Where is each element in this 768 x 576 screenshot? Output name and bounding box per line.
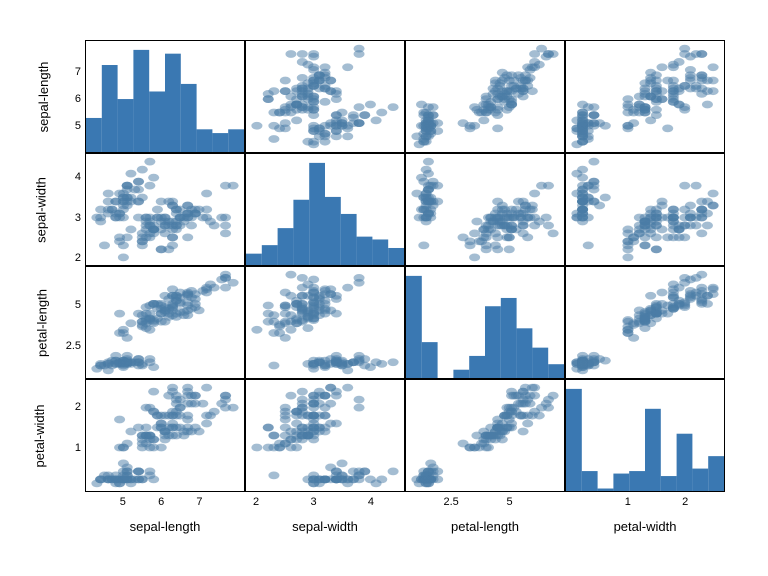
histogram-cell bbox=[405, 266, 565, 379]
x-tick-label: 7 bbox=[196, 496, 202, 508]
x-tick-label: 5 bbox=[506, 496, 512, 508]
scatter-cell bbox=[405, 379, 565, 492]
y-label-group: sepal-length 5 6 7 bbox=[0, 40, 85, 153]
histogram-cell bbox=[565, 379, 725, 492]
x-label-group: 2 3 4 sepal-width bbox=[245, 492, 405, 552]
x-label-group: 1 2 petal-width bbox=[565, 492, 725, 552]
x-tick-label: 2 bbox=[253, 496, 259, 508]
x-tick-label: 5 bbox=[120, 496, 126, 508]
x-tick-label: 2.5 bbox=[443, 496, 458, 508]
scatter-cell bbox=[245, 379, 405, 492]
x-axis-name: sepal-length bbox=[130, 519, 201, 534]
y-tick-label: 7 bbox=[75, 66, 81, 78]
x-tick-label: 6 bbox=[158, 496, 164, 508]
y-axis-name: petal-length bbox=[34, 289, 49, 357]
y-label-group: petal-length 2.5 5 bbox=[0, 266, 85, 379]
y-tick-label: 6 bbox=[75, 93, 81, 105]
x-tick-label: 4 bbox=[368, 496, 374, 508]
y-label-group: petal-width 1 2 bbox=[0, 379, 85, 492]
y-tick-label: 4 bbox=[75, 171, 81, 183]
y-tick-label: 2.5 bbox=[66, 340, 81, 352]
x-tick-label: 3 bbox=[310, 496, 316, 508]
y-axis-labels: sepal-length 5 6 7 sepal-width 2 3 4 petal-lengt… bbox=[0, 40, 85, 492]
scatter-cell bbox=[85, 379, 245, 492]
y-tick-label: 3 bbox=[75, 212, 81, 224]
scatter-cell bbox=[85, 153, 245, 266]
scatter-cell bbox=[85, 266, 245, 379]
y-tick-label: 2 bbox=[75, 401, 81, 413]
y-tick-label: 5 bbox=[75, 299, 81, 311]
scatter-cell bbox=[565, 153, 725, 266]
y-label-group: sepal-width 2 3 4 bbox=[0, 153, 85, 266]
x-tick-label: 1 bbox=[625, 496, 631, 508]
y-axis-name: petal-width bbox=[32, 404, 47, 467]
scatter-cell bbox=[565, 266, 725, 379]
scatter-cell bbox=[405, 153, 565, 266]
histogram-cell bbox=[245, 153, 405, 266]
x-axis-name: petal-width bbox=[614, 519, 677, 534]
plot-grid bbox=[85, 40, 725, 492]
y-tick-label: 2 bbox=[75, 252, 81, 264]
x-label-group: 2.5 5 petal-length bbox=[405, 492, 565, 552]
y-tick-label: 1 bbox=[75, 442, 81, 454]
scatter-matrix bbox=[85, 40, 725, 492]
scatter-cell bbox=[245, 40, 405, 153]
x-axis-name: petal-length bbox=[451, 519, 519, 534]
x-tick-label: 2 bbox=[682, 496, 688, 508]
x-axis-labels: 5 6 7 sepal-length 2 3 4 sepal-width 2.5 5 petal-l… bbox=[85, 492, 725, 552]
y-tick-label: 5 bbox=[75, 120, 81, 132]
histogram-cell bbox=[85, 40, 245, 153]
y-axis-name: sepal-length bbox=[36, 61, 51, 132]
x-axis-name: sepal-width bbox=[292, 519, 358, 534]
y-axis-name: sepal-width bbox=[33, 177, 48, 243]
scatter-cell bbox=[245, 266, 405, 379]
scatter-cell bbox=[405, 40, 565, 153]
x-label-group: 5 6 7 sepal-length bbox=[85, 492, 245, 552]
scatter-cell bbox=[565, 40, 725, 153]
